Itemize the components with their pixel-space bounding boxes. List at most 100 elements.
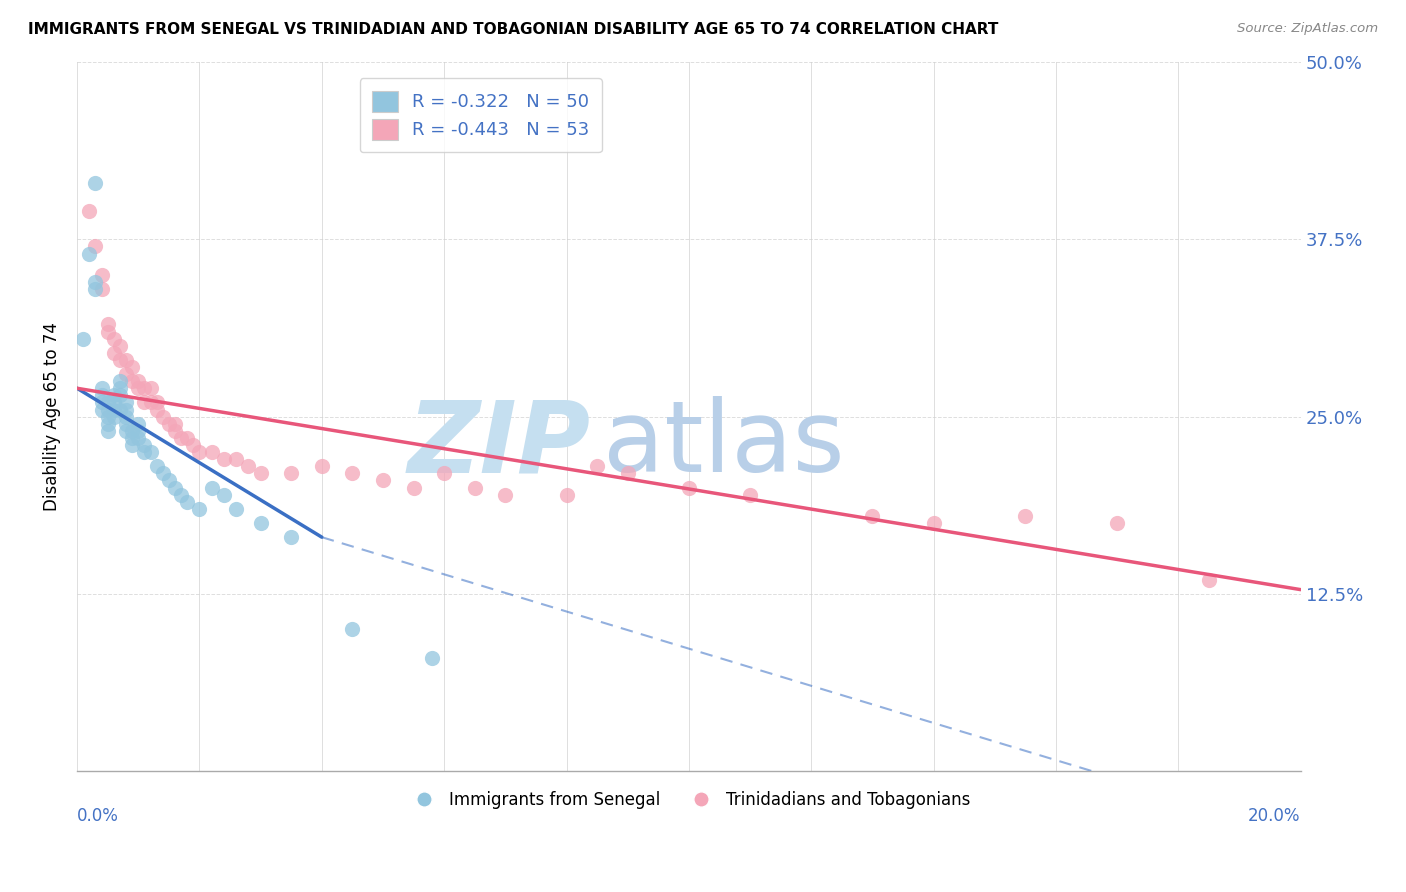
- Point: [97, 402, 120, 417]
- Y-axis label: Disability Age 65 to 74: Disability Age 65 to 74: [44, 322, 60, 511]
- Point: [188, 445, 211, 459]
- Point: [134, 438, 156, 452]
- Point: [134, 395, 156, 409]
- Point: [84, 239, 107, 253]
- Text: atlas: atlas: [603, 397, 845, 493]
- Point: [1107, 516, 1129, 530]
- Text: Source: ZipAtlas.com: Source: ZipAtlas.com: [1237, 22, 1378, 36]
- Point: [342, 467, 364, 481]
- Point: [157, 474, 180, 488]
- Point: [152, 409, 174, 424]
- Text: 20.0%: 20.0%: [1249, 806, 1301, 824]
- Point: [108, 388, 131, 402]
- Point: [402, 481, 425, 495]
- Point: [121, 374, 143, 388]
- Point: [84, 176, 107, 190]
- Point: [225, 452, 247, 467]
- Point: [90, 381, 112, 395]
- Point: [103, 402, 125, 417]
- Point: [152, 467, 174, 481]
- Point: [134, 445, 156, 459]
- Point: [212, 488, 235, 502]
- Point: [115, 395, 138, 409]
- Point: [555, 488, 578, 502]
- Point: [97, 318, 120, 332]
- Point: [371, 474, 394, 488]
- Point: [238, 459, 260, 474]
- Point: [115, 424, 138, 438]
- Point: [188, 501, 211, 516]
- Point: [90, 268, 112, 282]
- Point: [678, 481, 700, 495]
- Point: [108, 402, 131, 417]
- Point: [494, 488, 516, 502]
- Point: [90, 388, 112, 402]
- Point: [311, 459, 333, 474]
- Point: [183, 438, 205, 452]
- Point: [115, 367, 138, 381]
- Point: [1198, 573, 1220, 587]
- Point: [115, 402, 138, 417]
- Point: [90, 395, 112, 409]
- Point: [127, 431, 149, 445]
- Point: [464, 481, 486, 495]
- Point: [212, 452, 235, 467]
- Point: [922, 516, 945, 530]
- Point: [103, 346, 125, 360]
- Point: [121, 424, 143, 438]
- Point: [145, 459, 167, 474]
- Point: [134, 381, 156, 395]
- Point: [121, 359, 143, 374]
- Point: [79, 246, 101, 260]
- Point: [90, 402, 112, 417]
- Text: ZIP: ZIP: [408, 397, 591, 493]
- Point: [103, 332, 125, 346]
- Point: [103, 395, 125, 409]
- Point: [139, 445, 162, 459]
- Point: [1014, 508, 1036, 523]
- Point: [103, 409, 125, 424]
- Point: [108, 381, 131, 395]
- Point: [139, 381, 162, 395]
- Text: 0.0%: 0.0%: [77, 806, 120, 824]
- Point: [121, 438, 143, 452]
- Point: [616, 467, 638, 481]
- Point: [280, 467, 302, 481]
- Point: [738, 488, 761, 502]
- Point: [176, 431, 198, 445]
- Point: [127, 424, 149, 438]
- Point: [115, 352, 138, 367]
- Point: [108, 352, 131, 367]
- Point: [84, 275, 107, 289]
- Point: [72, 332, 94, 346]
- Point: [163, 481, 186, 495]
- Point: [127, 374, 149, 388]
- Legend: Immigrants from Senegal, Trinidadians and Tobagonians: Immigrants from Senegal, Trinidadians an…: [401, 785, 977, 816]
- Point: [115, 417, 138, 431]
- Point: [108, 339, 131, 353]
- Point: [163, 424, 186, 438]
- Point: [342, 623, 364, 637]
- Point: [145, 402, 167, 417]
- Point: [145, 395, 167, 409]
- Point: [249, 516, 271, 530]
- Point: [115, 409, 138, 424]
- Point: [176, 494, 198, 508]
- Point: [79, 204, 101, 219]
- Point: [97, 417, 120, 431]
- Point: [586, 459, 609, 474]
- Point: [103, 388, 125, 402]
- Point: [84, 282, 107, 296]
- Point: [97, 409, 120, 424]
- Point: [170, 488, 193, 502]
- Point: [163, 417, 186, 431]
- Point: [97, 395, 120, 409]
- Point: [225, 501, 247, 516]
- Point: [127, 417, 149, 431]
- Point: [97, 424, 120, 438]
- Point: [121, 431, 143, 445]
- Point: [170, 431, 193, 445]
- Point: [249, 467, 271, 481]
- Point: [420, 650, 443, 665]
- Point: [90, 282, 112, 296]
